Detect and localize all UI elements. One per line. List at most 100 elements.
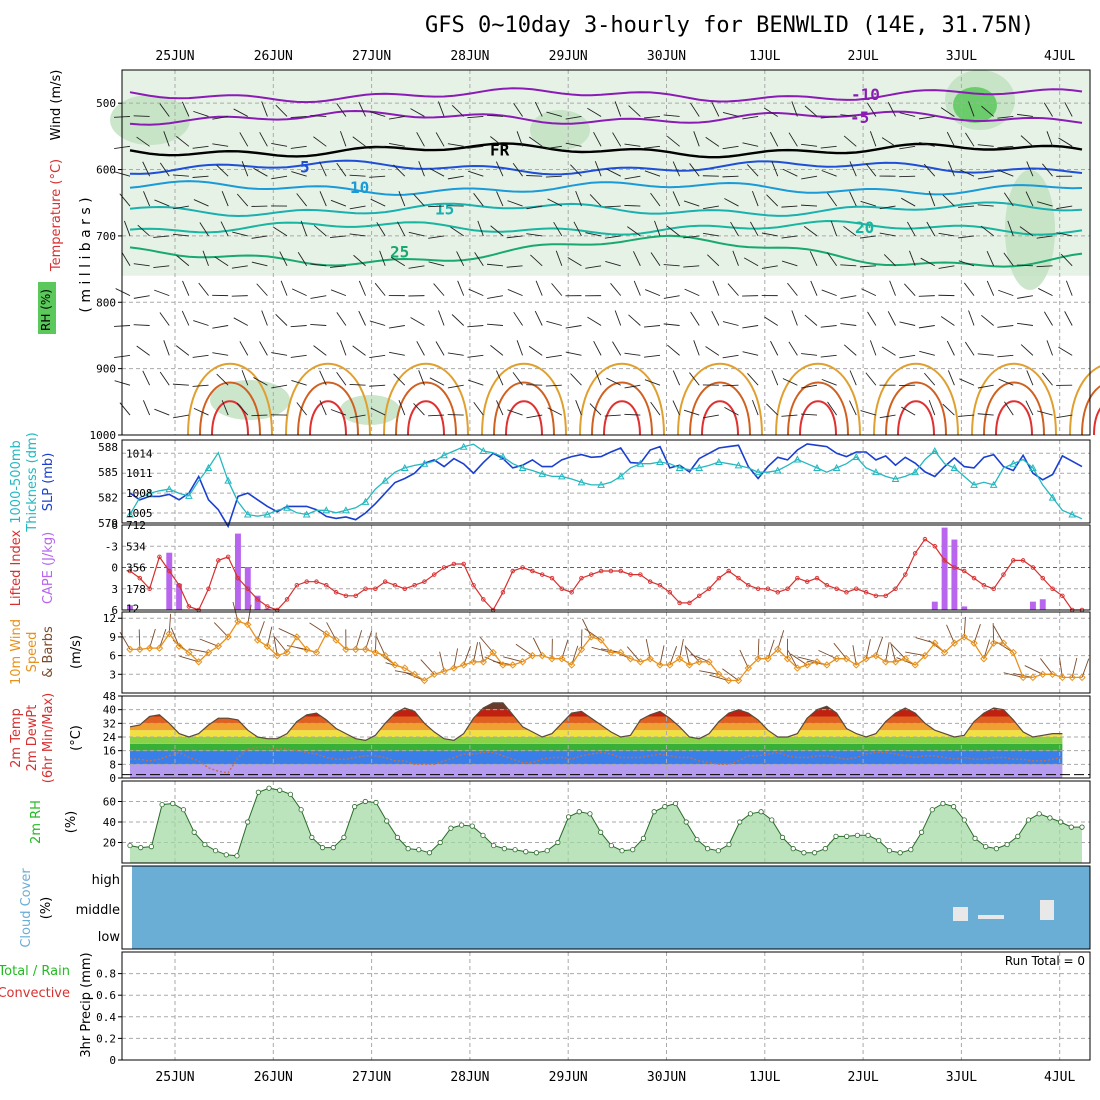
run-total: Run Total = 0: [1005, 954, 1085, 968]
wind-barb: [820, 145, 837, 149]
lifted-point: [373, 586, 378, 592]
day-label-bottom: 28JUN: [450, 1070, 489, 1085]
wind10-barb: [685, 646, 700, 663]
wind-barb: [644, 145, 661, 149]
wind-barb: [899, 112, 916, 117]
wind-barb: [297, 251, 308, 267]
wind-barb: [435, 341, 445, 356]
wind-barb: [534, 101, 543, 117]
wind-barb: [606, 377, 621, 386]
wind10-point: [224, 633, 232, 641]
lifted-point: [569, 590, 574, 595]
wind-barb: [809, 251, 818, 266]
wind-barb: [408, 265, 425, 269]
rh-point: [715, 848, 721, 854]
wind-barb: [585, 265, 602, 269]
lifted-point: [1011, 558, 1016, 563]
wind-barb: [881, 137, 896, 147]
thickness-point: [715, 457, 723, 466]
wind-barb: [977, 413, 994, 416]
wind10-point: [842, 655, 851, 663]
wind-barb: [672, 191, 681, 207]
isotherm--10: [129, 87, 1083, 104]
day-label-top: 26JUN: [254, 49, 293, 64]
wind10-barb: [355, 630, 363, 650]
lifted-point: [294, 582, 300, 588]
wind-barb: [153, 265, 170, 269]
rh-point: [822, 846, 828, 852]
wind-barb: [624, 413, 641, 416]
lifted-point: [903, 572, 908, 577]
wind10-barb: [818, 649, 837, 660]
wind-barb: [388, 325, 405, 329]
rh-point: [180, 807, 187, 813]
wind-barb: [290, 116, 307, 118]
rh-point: [373, 799, 379, 806]
wind10-point: [302, 645, 311, 654]
wind-barb: [722, 354, 739, 359]
wind-barb: [159, 371, 170, 386]
temp-label-b: 2m DewPt: [25, 705, 40, 772]
wind-barb: [565, 351, 582, 356]
wind-barb: [594, 161, 602, 177]
wind-barb: [827, 401, 838, 416]
wind-barb: [398, 191, 406, 207]
wind-barb: [547, 198, 563, 207]
temperature-contour: [493, 381, 555, 436]
wind-barb: [766, 403, 779, 416]
wind-barb: [923, 163, 936, 177]
wind-barb: [958, 260, 975, 267]
wind-barb: [231, 265, 248, 269]
wind10-point: [165, 630, 173, 638]
wind-barb: [1042, 163, 1053, 177]
wind-barb: [565, 325, 582, 329]
wind10-barb: [891, 643, 906, 660]
day-label-top: 4JUL: [1044, 49, 1075, 64]
temperature-contour: [873, 362, 959, 436]
wind-barb: [788, 132, 798, 147]
wind-barb: [261, 310, 268, 326]
upper-temp-label: Temperature (°C): [49, 159, 64, 272]
wind10-barb: [875, 636, 884, 656]
temperature-contour: [407, 400, 445, 436]
wind-barb: [280, 280, 288, 296]
rh-point: [309, 834, 315, 840]
wind-barb: [447, 143, 464, 147]
rh-tick-label: 20: [103, 837, 116, 850]
lifted-point: [961, 568, 967, 574]
isotherm-label: -5: [850, 108, 869, 127]
day-label-top: 27JUN: [352, 49, 391, 64]
wind10-barb: [739, 649, 749, 669]
wind-barb: [447, 384, 464, 389]
lifted-point: [746, 582, 751, 588]
wind-barb: [998, 169, 1014, 177]
isotherm--5: [129, 109, 1083, 126]
wind-barb: [947, 370, 955, 386]
wind-barb: [486, 114, 503, 117]
cloud-unit: (%): [39, 897, 54, 920]
isotherm-label: 25: [390, 243, 409, 262]
precip-frame: [121, 951, 1091, 1061]
wind-barb: [827, 192, 838, 207]
thickness-point: [636, 459, 645, 467]
wind10-point: [940, 648, 949, 657]
wind-barb: [1017, 295, 1034, 299]
pressure-tick-label: 1000: [90, 429, 117, 442]
wind-barb: [764, 316, 778, 326]
rh-point: [394, 834, 401, 840]
wind-barb: [119, 193, 131, 207]
cloud-gap: [1040, 900, 1054, 920]
wind-barb: [291, 379, 307, 386]
wind10-point: [950, 639, 959, 647]
thickness-point: [813, 463, 821, 471]
wind-barb: [1004, 401, 1014, 416]
thickness-point: [1009, 459, 1018, 467]
wind-barb: [192, 384, 209, 387]
rh-point: [512, 847, 518, 853]
rh-point: [993, 846, 1000, 852]
pressure-tick-label: 800: [96, 296, 116, 309]
rh-point: [469, 823, 475, 829]
cape-bar: [951, 539, 958, 610]
wind-barb: [310, 115, 327, 117]
wind10-barb: [709, 674, 729, 681]
